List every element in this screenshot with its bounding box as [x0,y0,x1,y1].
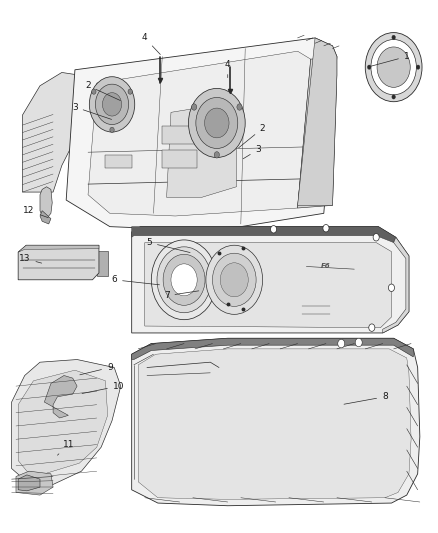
Polygon shape [40,187,52,219]
Text: 9: 9 [80,363,113,375]
Circle shape [377,47,410,87]
Circle shape [206,245,263,314]
Circle shape [95,84,129,125]
Circle shape [92,89,96,94]
FancyBboxPatch shape [162,378,182,391]
Circle shape [157,247,211,313]
Polygon shape [297,38,337,205]
FancyBboxPatch shape [97,251,108,276]
Polygon shape [18,475,40,491]
Text: 7: 7 [164,291,199,300]
Polygon shape [132,227,409,333]
Polygon shape [18,245,99,252]
Circle shape [151,240,217,320]
Circle shape [392,35,396,39]
Text: 11: 11 [57,440,74,455]
Polygon shape [297,56,337,208]
Polygon shape [145,243,392,328]
Circle shape [89,77,135,132]
FancyBboxPatch shape [226,373,326,471]
Polygon shape [44,375,77,418]
FancyBboxPatch shape [106,155,132,168]
Polygon shape [88,51,311,216]
FancyBboxPatch shape [263,62,283,83]
FancyBboxPatch shape [162,442,182,455]
FancyBboxPatch shape [219,365,332,479]
Circle shape [163,254,205,305]
Polygon shape [66,38,337,229]
Circle shape [373,233,379,241]
Polygon shape [132,338,420,506]
Text: F6: F6 [321,263,331,270]
FancyBboxPatch shape [162,126,197,144]
Circle shape [392,95,396,99]
Circle shape [389,284,395,292]
Polygon shape [132,338,413,360]
Circle shape [220,263,248,297]
Polygon shape [40,211,51,224]
Circle shape [365,33,422,102]
Circle shape [367,65,371,69]
Circle shape [338,340,345,348]
Circle shape [417,65,420,69]
Circle shape [196,98,238,149]
FancyBboxPatch shape [300,295,332,321]
Text: 2: 2 [239,124,265,148]
Polygon shape [22,72,84,192]
Circle shape [171,264,197,296]
Polygon shape [12,360,121,484]
FancyBboxPatch shape [162,399,182,413]
Circle shape [102,93,122,116]
Text: 13: 13 [19,254,42,263]
Text: 10: 10 [82,382,124,393]
FancyBboxPatch shape [162,150,197,168]
FancyBboxPatch shape [29,403,42,413]
Circle shape [212,253,256,306]
FancyBboxPatch shape [29,435,42,445]
Text: 6: 6 [111,275,159,285]
Circle shape [110,127,114,133]
Polygon shape [166,102,237,197]
Circle shape [205,108,229,138]
Text: 5: 5 [146,238,190,253]
Circle shape [237,104,242,110]
Circle shape [128,89,132,94]
Circle shape [271,225,277,233]
Circle shape [355,338,362,347]
Polygon shape [138,349,411,499]
Polygon shape [132,227,396,243]
Text: 4: 4 [142,34,160,54]
Text: 3: 3 [72,102,112,119]
Circle shape [369,324,375,332]
FancyBboxPatch shape [162,421,182,434]
Circle shape [371,39,417,95]
Polygon shape [16,471,53,495]
Polygon shape [383,237,409,333]
Text: 12: 12 [23,206,48,217]
Text: 3: 3 [243,145,261,159]
Circle shape [214,152,219,158]
Text: 4: 4 [225,60,230,78]
Text: 8: 8 [344,392,388,404]
Polygon shape [18,370,108,474]
Text: 1: 1 [370,52,410,67]
Polygon shape [18,245,99,280]
Circle shape [191,104,197,110]
Circle shape [323,224,329,232]
Circle shape [188,88,245,158]
Text: 2: 2 [85,81,120,101]
FancyBboxPatch shape [29,419,42,429]
